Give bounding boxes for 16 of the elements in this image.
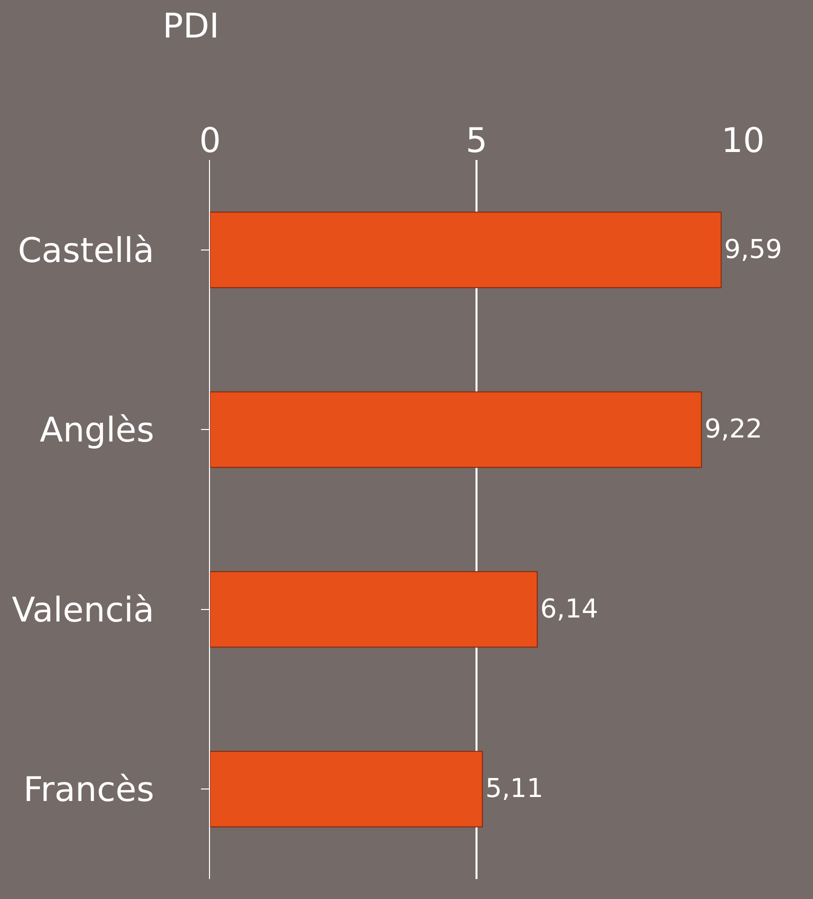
data-label: 6,14	[540, 594, 598, 624]
x-tick-label: 5	[466, 121, 488, 162]
chart-title: PDI	[162, 6, 220, 46]
y-tick-label: Anglès	[40, 410, 154, 451]
bar	[210, 391, 702, 468]
data-label: 9,22	[704, 414, 762, 445]
x-tick-label: 0	[199, 121, 221, 162]
data-label: 5,11	[485, 774, 544, 804]
y-tick-label: Francès	[23, 770, 154, 810]
y-tick-label: Valencià	[12, 590, 154, 630]
x-tick-label: 10	[721, 121, 765, 162]
bar	[210, 212, 722, 288]
bar	[210, 571, 538, 648]
data-label: 9,59	[724, 234, 782, 265]
y-tick-label: Castellà	[18, 230, 154, 271]
bar	[210, 750, 483, 828]
